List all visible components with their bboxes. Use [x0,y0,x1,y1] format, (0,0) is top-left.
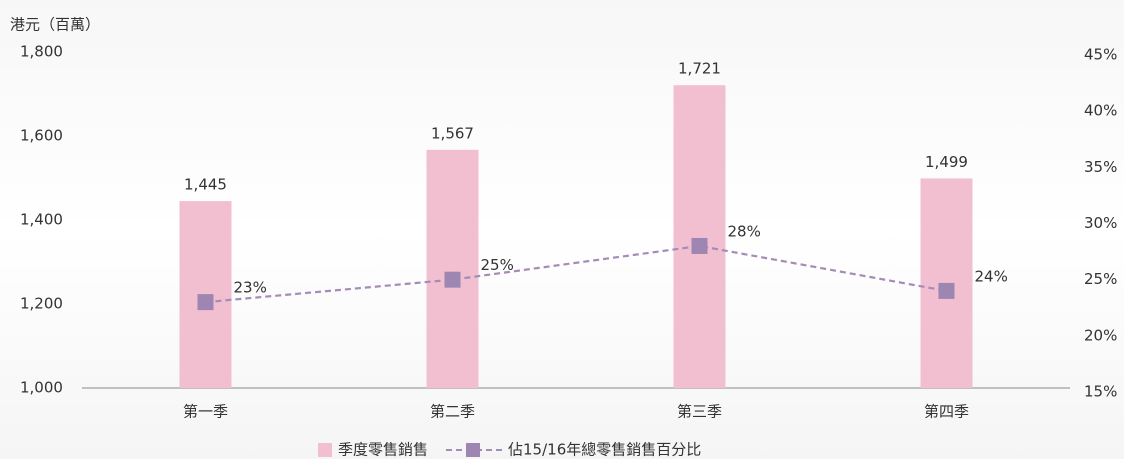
bar-value-label: 1,499 [925,153,968,171]
line-marker [444,271,461,288]
line-marker [197,294,214,311]
line-marker [938,282,955,299]
bar [426,149,479,388]
legend-marker [466,443,481,457]
line [205,244,947,304]
x-tick-label: 第四季 [924,403,969,421]
bar-value-label: 1,445 [184,176,227,194]
x-tick-label: 第一季 [183,403,228,421]
legend-label: 佔15/16年總零售銷售百分比 [508,441,701,459]
line-value-label: 23% [234,279,267,297]
y-tick-label: 1,600 [20,127,63,145]
y2-tick-label: 45% [1084,46,1117,64]
y-tick-label: 1,000 [20,379,63,397]
line-value-label: 25% [481,256,514,274]
y2-tick-label: 15% [1084,383,1117,401]
line-value-label: 24% [975,267,1008,285]
legend-label: 季度零售銷售 [338,441,428,459]
y2-tick-label: 35% [1084,158,1117,176]
line-value-label: 28% [728,222,761,240]
y-tick-label: 1,200 [20,295,63,313]
y-tick-label: 1,400 [20,211,63,229]
y2-tick-label: 25% [1084,270,1117,288]
y-axis-label: 港元（百萬） [10,16,100,34]
bar-value-label: 1,721 [678,60,721,78]
x-tick-label: 第三季 [677,403,722,421]
line-marker [691,237,708,254]
x-tick-label: 第二季 [430,403,475,421]
y2-tick-label: 40% [1084,102,1117,120]
bar-value-label: 1,567 [431,124,474,142]
y-tick-label: 1,800 [20,43,63,61]
y2-tick-label: 30% [1084,214,1117,232]
y2-tick-label: 20% [1084,326,1117,344]
bar [673,85,726,389]
legend-swatch [318,443,332,457]
